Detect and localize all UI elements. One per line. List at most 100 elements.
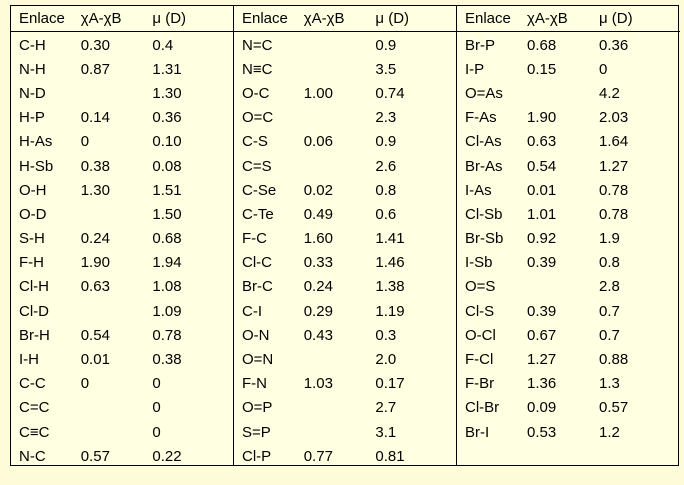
dipole-cell: 0.88 [599, 351, 629, 369]
dipole-cell: 0.9 [375, 133, 397, 151]
dipole-cell: 0.08 [152, 157, 182, 175]
table-row: H-As 0 0.10 [11, 130, 233, 154]
bond-cell: F-As [465, 109, 497, 127]
bond-cell: H-P [19, 109, 45, 127]
dipole-moment-table: Enlace χA-χB μ (D) C-H 0.30 0.4 N-H 0.87 1.31 N-D… [10, 5, 680, 466]
bond-cell: Br-As [465, 157, 503, 175]
diff-cell: 0.63 [527, 133, 557, 151]
dipole-cell: 0 [152, 375, 161, 393]
diff-cell: 0.53 [527, 423, 557, 441]
table-row: O=S 2.8 [457, 275, 680, 299]
table-row: S-H 0.24 0.68 [11, 227, 233, 251]
dipole-cell: 1.50 [152, 205, 182, 223]
diff-cell: 1.00 [303, 84, 333, 102]
dipole-cell: 0.9 [375, 36, 397, 54]
header-bond: Enlace [242, 10, 288, 27]
dipole-cell: 1.19 [375, 302, 405, 320]
table-row: Cl-H 0.63 1.08 [11, 275, 233, 299]
dipole-cell: 2.0 [375, 351, 397, 369]
bond-cell: O-D [19, 205, 47, 223]
table-row: N=C 0.9 [234, 33, 456, 57]
header-dipole-moment: μ (D) [375, 10, 410, 27]
dipole-cell: 0.38 [152, 351, 182, 369]
diff-cell: 0.02 [303, 181, 333, 199]
dipole-cell: 0.10 [152, 133, 182, 151]
dipole-cell: 0.57 [599, 399, 629, 417]
table-row: Br-I 0.53 1.2 [457, 420, 680, 444]
dipole-cell: 4.2 [599, 84, 620, 102]
bond-cell: Br-P [465, 36, 495, 54]
table-row: Br-As 0.54 1.27 [457, 154, 680, 178]
bond-cell: O-Cl [465, 326, 496, 344]
dipole-cell: 2.6 [375, 157, 397, 175]
diff-cell: 0.63 [80, 278, 110, 296]
diff-cell: 1.36 [527, 375, 557, 393]
table-row: C-C 0 0 [11, 372, 233, 396]
table-row: Cl-S 0.39 0.7 [457, 299, 680, 323]
diff-cell: 1.30 [80, 181, 110, 199]
bond-cell: F-Br [465, 375, 495, 393]
table-row: O-D 1.50 [11, 202, 233, 226]
bond-cell: C-H [19, 36, 46, 54]
bond-cell: Cl-D [19, 302, 49, 320]
dipole-cell: 1.38 [375, 278, 405, 296]
dipole-cell: 0.36 [599, 36, 629, 54]
dipole-cell: 1.41 [375, 230, 405, 248]
table-row: C-S 0.06 0.9 [234, 130, 456, 154]
dipole-cell: 1.08 [152, 278, 182, 296]
bond-cell: O=P [242, 399, 273, 417]
diff-cell: 0.39 [527, 254, 557, 272]
diff-cell: 1.90 [527, 109, 557, 127]
table-row: F-N 1.03 0.17 [234, 372, 456, 396]
bond-cell: F-N [242, 375, 267, 393]
dipole-cell: 1.31 [152, 60, 182, 78]
diff-cell: 0.43 [303, 326, 333, 344]
dipole-cell: 1.46 [375, 254, 405, 272]
table-block-2: Enlace χA-χB μ (D) N=C 0.9 N≡C 3.5 O-C 1.00 0.74 O… [234, 6, 457, 465]
dipole-cell: 0.78 [152, 326, 182, 344]
header-electronegativity-difference: χA-χB [527, 10, 568, 27]
diff-cell: 0.14 [80, 109, 110, 127]
dipole-cell: 3.1 [375, 423, 397, 441]
dipole-cell: 0.74 [375, 84, 405, 102]
bond-cell: Br-C [242, 278, 273, 296]
table-row: Br-C 0.24 1.38 [234, 275, 456, 299]
table-row: O=P 2.7 [234, 396, 456, 420]
bond-cell: O=S [465, 278, 496, 296]
bond-cell: Br-Sb [465, 230, 504, 248]
table-row: Cl-C 0.33 1.46 [234, 251, 456, 275]
bond-cell: H-As [19, 133, 53, 151]
bond-cell: C-I [242, 302, 262, 320]
bond-cell: O-N [242, 326, 270, 344]
table-row: S=P 3.1 [234, 420, 456, 444]
table-row: N-D 1.30 [11, 81, 233, 105]
diff-cell: 0.67 [527, 326, 557, 344]
diff-cell: 0.57 [80, 447, 110, 465]
diff-cell: 0.01 [527, 181, 557, 199]
dipole-cell: 0.4 [152, 36, 174, 54]
bond-cell: N≡C [242, 60, 273, 78]
diff-cell: 0.33 [303, 254, 333, 272]
dipole-cell: 0.8 [599, 254, 620, 272]
dipole-cell: 0 [152, 423, 161, 441]
dipole-cell: 0.17 [375, 375, 405, 393]
bond-cell: Cl-H [19, 278, 49, 296]
dipole-cell: 0.7 [599, 326, 620, 344]
dipole-cell: 1.94 [152, 254, 182, 272]
bond-cell: I-H [19, 351, 39, 369]
dipole-cell: 2.7 [375, 399, 397, 417]
dipole-cell: 2.8 [599, 278, 620, 296]
table-row: C=C 0 [11, 396, 233, 420]
bond-cell: Cl-S [465, 302, 495, 320]
bond-cell: Cl-As [465, 133, 502, 151]
diff-cell: 0.24 [303, 278, 333, 296]
bond-cell: F-Cl [465, 351, 494, 369]
diff-cell: 1.27 [527, 351, 557, 369]
bond-cell: H-Sb [19, 157, 54, 175]
bond-cell: C≡C [19, 423, 50, 441]
table-row: Br-Sb 0.92 1.9 [457, 227, 680, 251]
dipole-cell: 0.78 [599, 205, 629, 223]
dipole-cell: 0.22 [152, 447, 182, 465]
table-row: C-Te 0.49 0.6 [234, 202, 456, 226]
table-row: Cl-P 0.77 0.81 [234, 444, 456, 468]
